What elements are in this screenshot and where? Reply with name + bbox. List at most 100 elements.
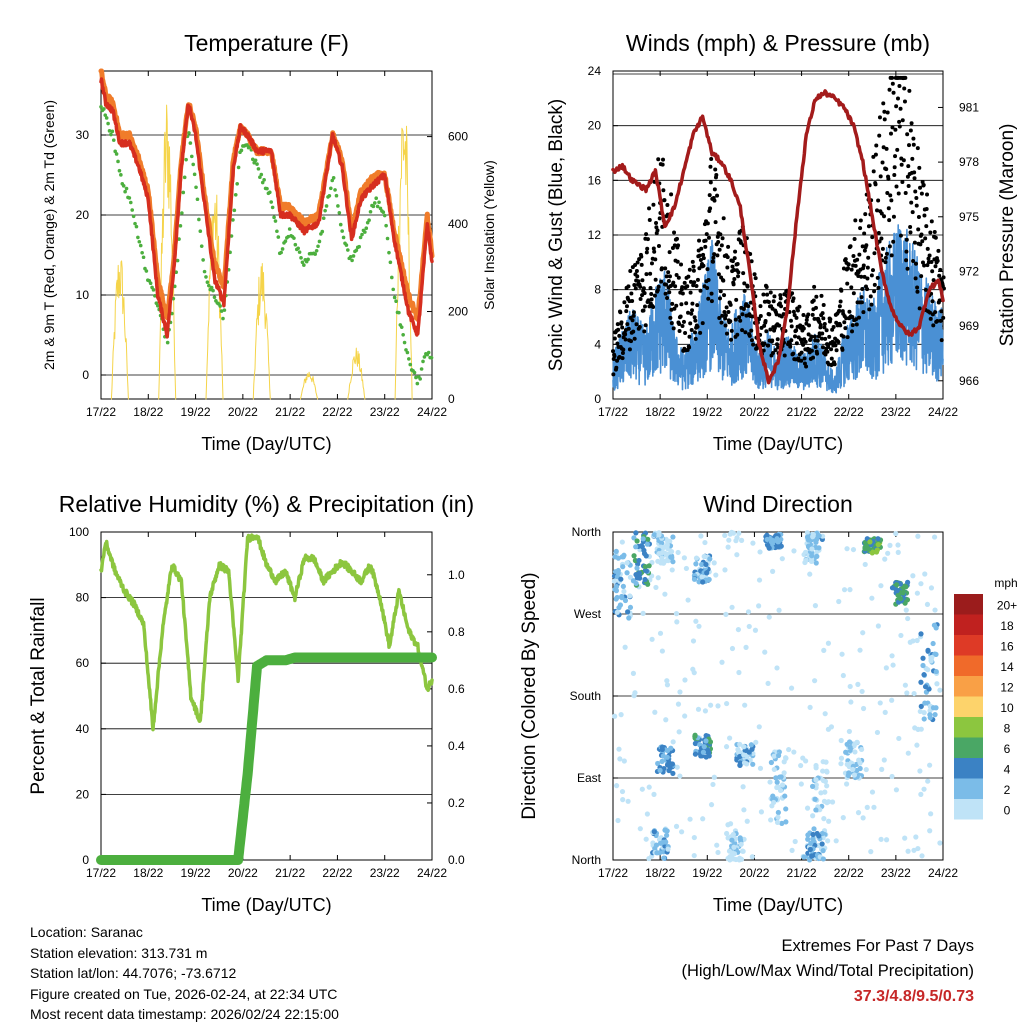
direction-point bbox=[931, 534, 938, 540]
direction-point bbox=[813, 807, 819, 813]
direction-point bbox=[624, 560, 630, 566]
gust-point bbox=[884, 251, 889, 256]
direction-point bbox=[729, 837, 735, 843]
gust-point bbox=[877, 115, 882, 120]
gust-point bbox=[656, 284, 661, 289]
direction-point bbox=[896, 735, 902, 742]
dewpoint-point bbox=[329, 186, 333, 191]
panel-title: Temperature (F) bbox=[184, 30, 349, 56]
gust-point bbox=[705, 221, 710, 226]
dewpoint-point bbox=[212, 295, 217, 300]
direction-point bbox=[852, 741, 858, 747]
dewpoint-point bbox=[397, 310, 401, 315]
gust-point bbox=[877, 133, 882, 138]
gust-point bbox=[851, 254, 856, 259]
gust-point bbox=[892, 165, 897, 170]
direction-point bbox=[914, 742, 920, 748]
y-tick-label: 40 bbox=[76, 722, 90, 736]
gust-point bbox=[693, 330, 698, 335]
direction-point bbox=[910, 573, 916, 579]
dewpoint-point bbox=[302, 263, 306, 267]
gust-point bbox=[721, 216, 726, 221]
direction-point bbox=[814, 830, 820, 837]
direction-point bbox=[824, 768, 830, 774]
gust-point bbox=[865, 276, 870, 281]
direction-point bbox=[781, 759, 787, 765]
gust-point bbox=[747, 333, 752, 338]
dewpoint-point bbox=[321, 216, 326, 221]
panel-title: Relative Humidity (%) & Precipitation (i… bbox=[59, 491, 474, 517]
direction-point bbox=[707, 556, 713, 562]
gust-point bbox=[919, 274, 924, 279]
gust-point bbox=[845, 281, 850, 286]
dewpoint-point bbox=[124, 186, 129, 191]
direction-point bbox=[881, 757, 887, 763]
direction-point bbox=[805, 832, 811, 838]
gust-point bbox=[814, 294, 819, 299]
gust-point bbox=[647, 206, 652, 211]
gust-point bbox=[732, 256, 737, 261]
gust-point bbox=[920, 179, 925, 184]
gust-point bbox=[811, 298, 816, 303]
gust-point bbox=[752, 272, 757, 277]
dewpoint-point bbox=[141, 255, 146, 260]
direction-point bbox=[737, 741, 743, 747]
gust-point bbox=[876, 198, 881, 203]
direction-point bbox=[622, 644, 628, 650]
gust-point bbox=[675, 259, 680, 264]
gust-point bbox=[881, 145, 886, 150]
dewpoint-point bbox=[381, 210, 386, 215]
gust-point bbox=[872, 282, 877, 287]
gust-point bbox=[736, 274, 741, 279]
direction-point bbox=[863, 766, 869, 773]
direction-point bbox=[809, 546, 815, 552]
direction-point bbox=[677, 689, 683, 695]
gust-point bbox=[637, 325, 642, 330]
dewpoint-point bbox=[180, 211, 184, 215]
direction-point bbox=[643, 836, 649, 842]
gust-point bbox=[852, 237, 857, 242]
gust-point bbox=[809, 334, 814, 339]
direction-point bbox=[702, 539, 708, 546]
figure-created: Figure created on Tue, 2026-02-24, at 22… bbox=[30, 985, 338, 1002]
direction-point bbox=[677, 773, 683, 779]
dewpoint-point bbox=[313, 252, 318, 256]
gust-point bbox=[623, 332, 628, 337]
direction-point bbox=[893, 787, 900, 793]
direction-point bbox=[699, 561, 705, 568]
gust-point bbox=[612, 336, 617, 341]
gust-point bbox=[853, 218, 858, 223]
direction-point bbox=[927, 708, 933, 714]
direction-point bbox=[752, 627, 759, 633]
y-tick-label: 4 bbox=[594, 337, 601, 351]
direction-point bbox=[674, 764, 680, 770]
legend-swatch bbox=[954, 737, 983, 758]
direction-point bbox=[930, 705, 937, 711]
direction-point bbox=[727, 531, 733, 537]
direction-point bbox=[738, 841, 744, 847]
direction-point bbox=[882, 556, 888, 562]
gust-point bbox=[764, 285, 769, 290]
direction-point bbox=[825, 838, 831, 844]
dewpoint-point bbox=[419, 367, 424, 371]
dewpoint-point bbox=[269, 200, 274, 204]
direction-point bbox=[802, 549, 809, 555]
direction-point bbox=[882, 709, 888, 715]
gust-point bbox=[651, 305, 656, 310]
dewpoint-point bbox=[399, 325, 404, 329]
station-info: Location: Saranac Station elevation: 313… bbox=[30, 922, 339, 1025]
gust-point bbox=[909, 121, 914, 126]
direction-point bbox=[927, 715, 933, 721]
y-tick-label: 10 bbox=[76, 288, 90, 302]
legend-label: 2 bbox=[1004, 783, 1011, 797]
direction-point bbox=[692, 751, 699, 757]
direction-point bbox=[862, 561, 868, 568]
gust-point bbox=[882, 109, 887, 114]
direction-point bbox=[724, 700, 730, 707]
direction-point bbox=[783, 819, 789, 825]
gust-point bbox=[847, 309, 852, 314]
y2-tick-label: 400 bbox=[448, 217, 468, 231]
direction-point bbox=[736, 530, 742, 536]
gust-point bbox=[864, 243, 869, 248]
gust-point bbox=[867, 307, 872, 312]
